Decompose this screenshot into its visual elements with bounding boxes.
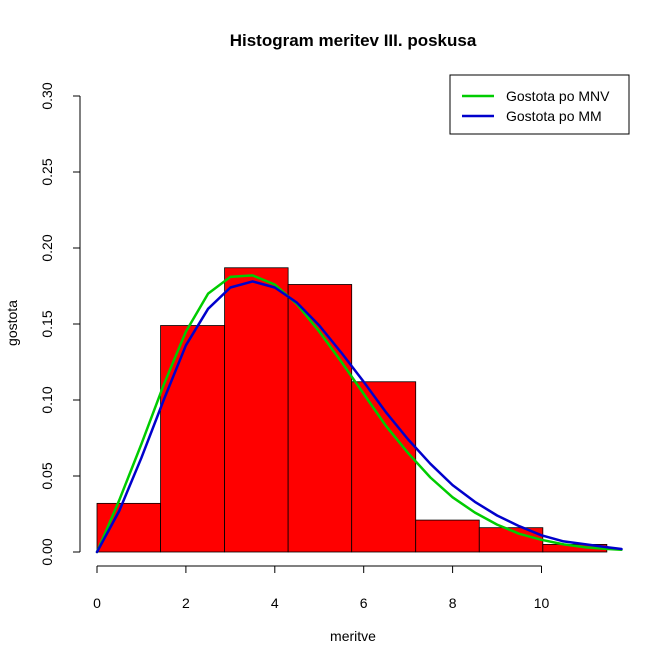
histogram-bars — [96, 267, 608, 553]
x-tick-label: 0 — [93, 595, 101, 611]
y-tick-label: 0.05 — [39, 462, 55, 489]
x-tick-label: 6 — [360, 595, 368, 611]
x-tick-label: 4 — [271, 595, 279, 611]
x-tick-label: 2 — [182, 595, 190, 611]
y-tick-label: 0.20 — [39, 234, 55, 261]
histogram-bar-6 — [415, 519, 480, 553]
chart-title: Histogram meritev III. poskusa — [230, 31, 477, 50]
y-tick-label: 0.15 — [39, 310, 55, 337]
y-tick-label: 0.25 — [39, 158, 55, 185]
histogram-bar-2 — [160, 325, 225, 553]
x-tick-label: 8 — [449, 595, 457, 611]
y-tick-label: 0.30 — [39, 82, 55, 109]
legend-label: Gostota po MNV — [506, 88, 610, 104]
histogram-bar-4 — [287, 284, 353, 553]
y-axis: 0.00 0.05 0.10 0.15 0.20 0.25 0.30 — [39, 82, 81, 566]
mm-density-curve — [95, 280, 623, 554]
legend-label: Gostota po MM — [506, 108, 602, 124]
x-axis-label: meritve — [330, 628, 376, 644]
mnv-density-curve — [95, 274, 623, 554]
histogram-bar-3 — [224, 267, 289, 553]
legend-box — [449, 74, 630, 135]
legend: Gostota po MNV Gostota po MM — [449, 74, 630, 135]
x-tick-label: 10 — [534, 595, 550, 611]
density-curves — [95, 274, 623, 554]
y-axis-label: gostota — [4, 300, 20, 346]
x-axis: 0 2 4 6 8 10 — [93, 565, 550, 611]
y-tick-label: 0.00 — [39, 538, 55, 565]
y-tick-label: 0.10 — [39, 386, 55, 413]
